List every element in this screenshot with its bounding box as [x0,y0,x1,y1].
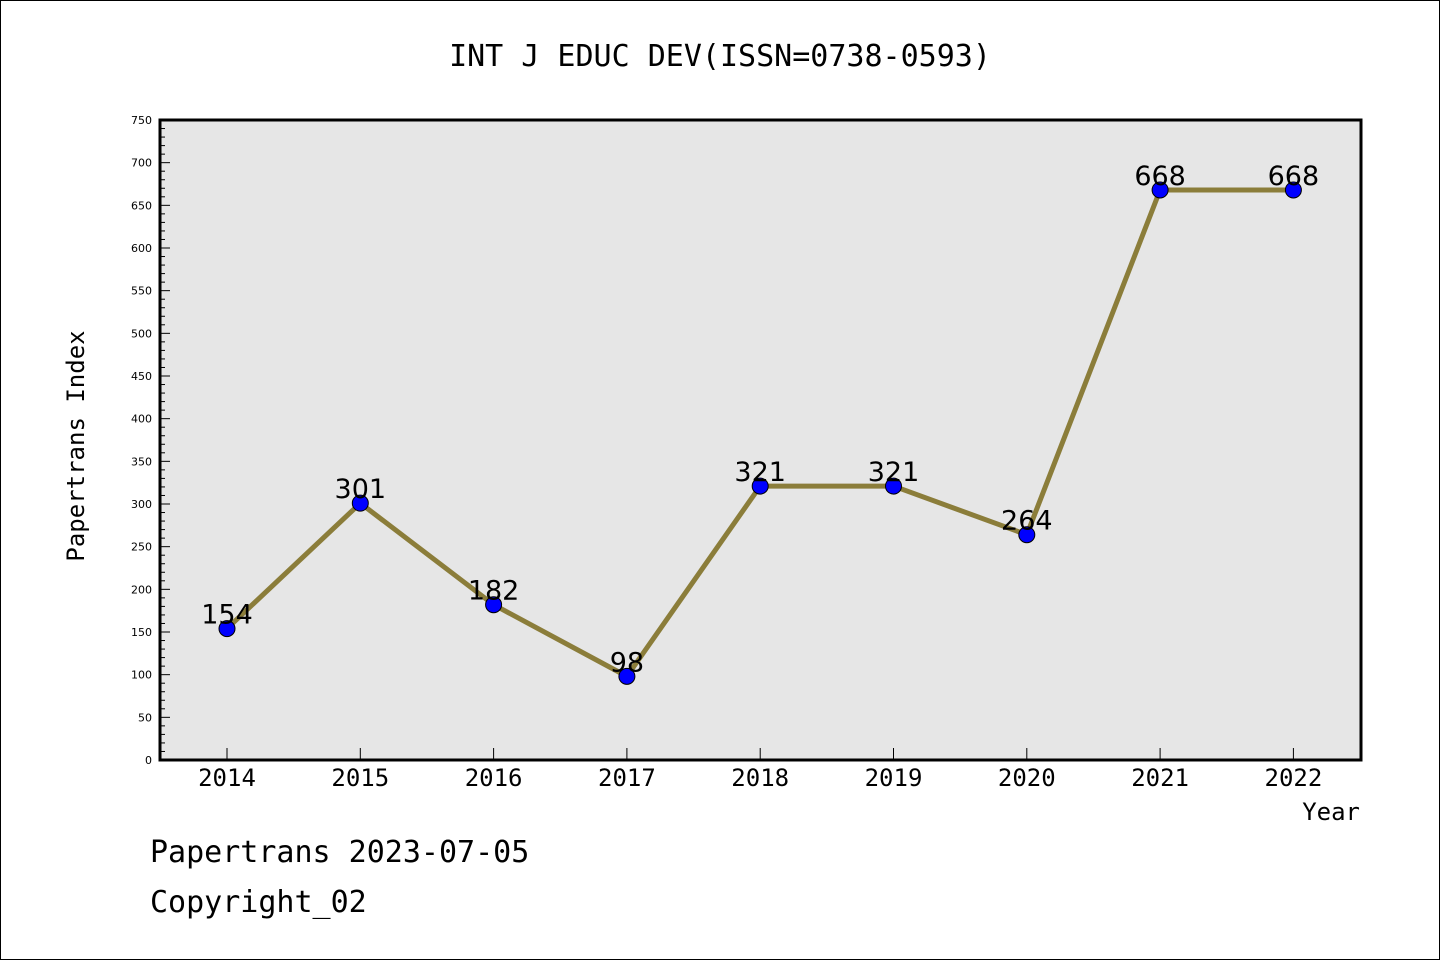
data-label: 98 [610,647,644,678]
footer-date: Papertrans 2023-07-05 [150,835,530,870]
x-tick-label: 2015 [331,764,389,792]
data-point [351,494,369,512]
data-label: 668 [1268,161,1320,192]
x-tick-label: 2014 [198,764,256,792]
chart-title: INT J EDUC DEV(ISSN=0738-0593) [449,39,991,74]
data-label: 321 [734,457,786,488]
data-point [1018,526,1036,544]
data-point [218,620,236,638]
y-tick-label: 150 [131,626,152,639]
x-tick-label: 2020 [998,764,1056,792]
y-tick-label: 0 [145,754,152,767]
x-axis-label: Year [1302,798,1360,826]
data-point [618,667,636,685]
y-tick-label: 350 [131,455,152,468]
y-tick-label: 300 [131,498,152,511]
y-tick-label: 450 [131,370,152,383]
data-point [885,477,902,495]
y-tick-label: 550 [131,285,152,298]
data-label: 264 [1001,506,1053,537]
y-tick-label: 650 [131,199,152,212]
x-tick-label: 2019 [865,764,923,792]
data-point [485,596,503,614]
y-tick-label: 100 [131,669,152,682]
plot-area [158,118,1363,762]
data-label: 154 [201,600,253,631]
data-label: 182 [468,576,520,607]
footer-copyright: Copyright_02 [150,885,367,920]
y-tick-label: 50 [138,711,152,724]
y-tick-label: 600 [131,242,152,255]
data-label: 321 [868,457,920,488]
y-tick-label: 400 [131,413,152,426]
data-label: 301 [335,474,387,505]
y-tick-label: 700 [131,157,152,170]
x-tick-label: 2022 [1265,764,1323,792]
x-tick-label: 2021 [1131,764,1189,792]
y-axis: 0 50 100 150 200 250 300 350 400 450 500 550 600 650 7… [131,114,170,767]
y-tick-label: 750 [131,114,152,127]
x-tick-label: 2016 [465,764,523,792]
y-tick-label: 250 [131,541,152,554]
y-tick-label: 200 [131,583,152,596]
x-tick-label: 2017 [598,764,656,792]
data-point [1284,181,1302,199]
y-tick-label: 500 [131,327,152,340]
data-label-layer: 154 301 182 98 321 321 264 668 668 [201,161,1319,678]
series-layer [218,181,1302,685]
data-point [1151,181,1169,199]
data-point [751,477,769,495]
data-label: 668 [1134,161,1186,192]
x-tick-label: 2018 [731,764,789,792]
y-axis-label: Papertrans Index [62,330,90,561]
x-axis: 2014 2015 2016 2017 2018 2019 2020 2021 2022 [198,748,1322,792]
